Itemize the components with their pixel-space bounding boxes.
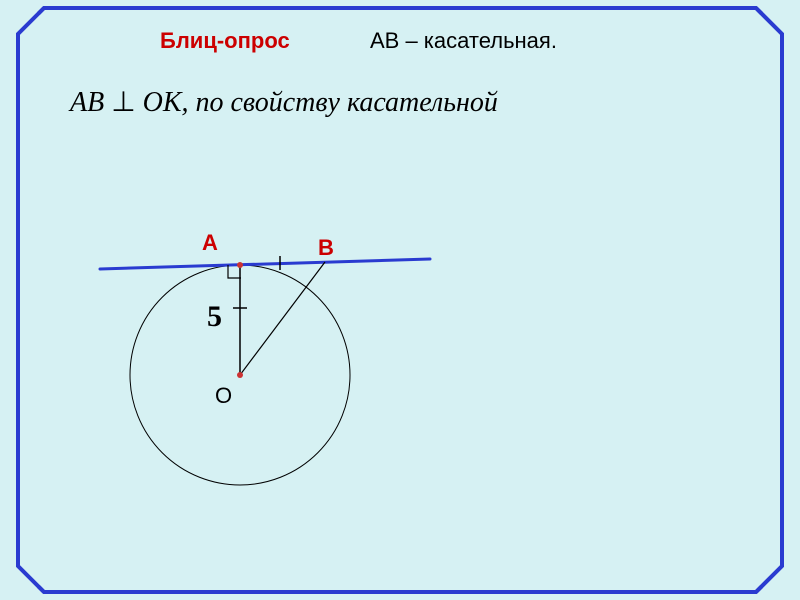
- center-label-O: О: [215, 383, 232, 409]
- point-O: [237, 372, 243, 378]
- diagram-svg: [0, 0, 800, 600]
- point-label-B: В: [318, 235, 334, 261]
- point-label-A: А: [202, 230, 218, 256]
- tangent-endpoint-left: [99, 268, 102, 271]
- tangent-endpoint-right: [429, 258, 432, 261]
- segment-OB: [240, 262, 325, 375]
- slide-root: Блиц-опрос АВ – касательная. AB ⊥ ОK, по…: [0, 0, 800, 600]
- radius-value-label: 5: [207, 300, 222, 334]
- point-A: [237, 262, 243, 268]
